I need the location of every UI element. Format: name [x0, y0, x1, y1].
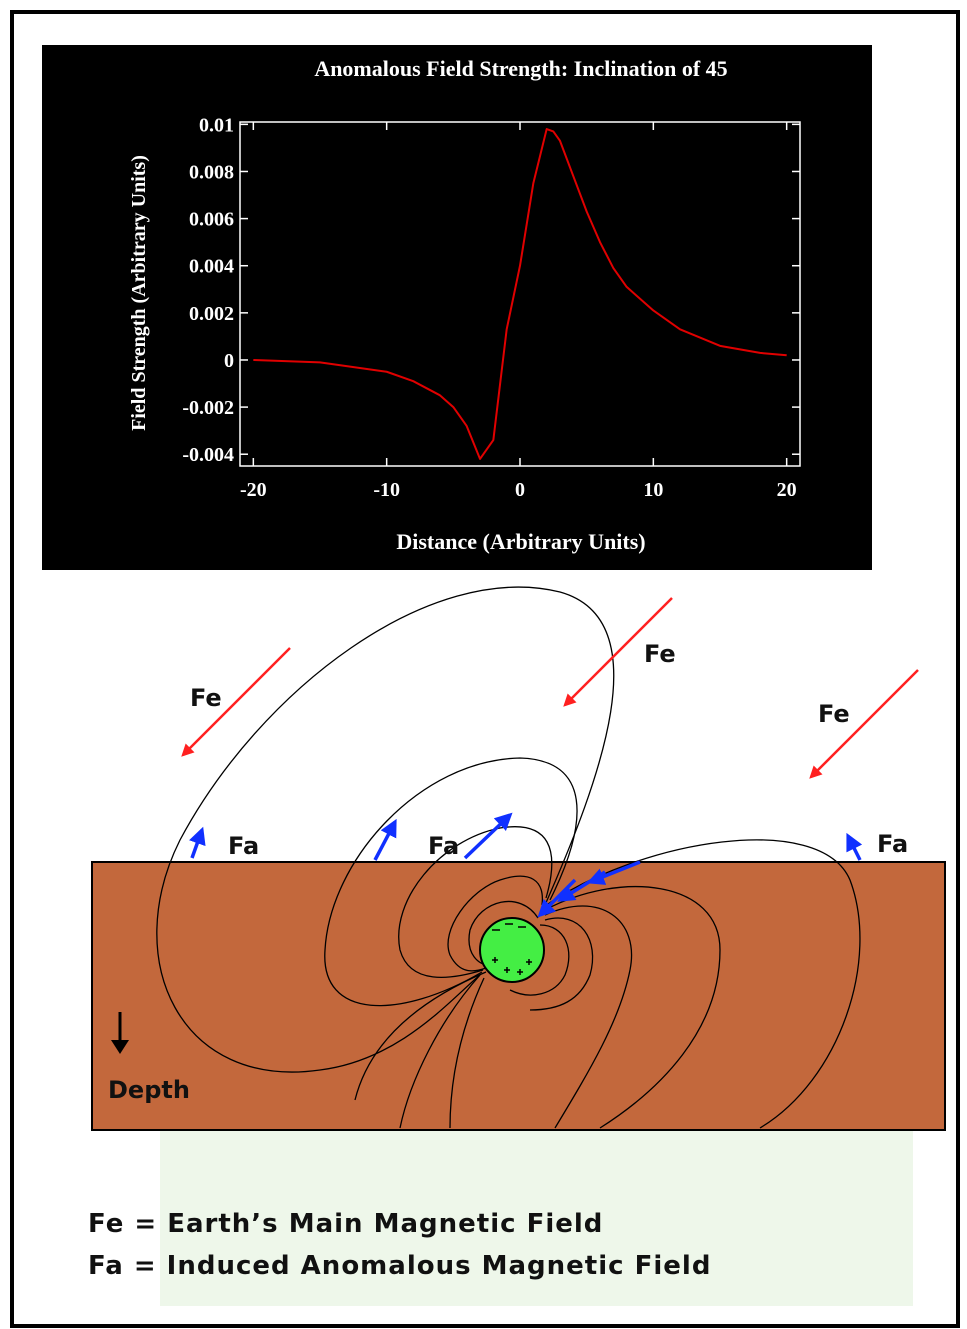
fe-label: Fe	[644, 640, 676, 668]
y-tick-label: 0.002	[189, 303, 234, 325]
data-line	[253, 128, 787, 460]
field-line	[398, 826, 553, 978]
y-tick-label: 0	[224, 350, 234, 372]
x-tick-label: 20	[777, 479, 797, 501]
fa-label: Fa	[877, 830, 908, 858]
legend-panel	[160, 1130, 913, 1306]
y-axis-label: Field Strength (Arbitrary Units)	[128, 155, 150, 431]
plot: 0.01 0.008 0.006 0.004 0.002 0 -0.002 -0.004 -20…	[182, 114, 801, 501]
legend-line: Fa = Induced Anomalous Magnetic Field	[88, 1251, 711, 1281]
fe-label: Fe	[190, 684, 222, 712]
field-line	[544, 905, 633, 1129]
charge-marks	[492, 923, 532, 975]
fe-label: Fe	[818, 700, 850, 728]
anomaly-body	[479, 917, 545, 983]
legend-line: Fe = Earth’s Main Magnetic Field	[88, 1209, 603, 1239]
field-line	[156, 586, 615, 1073]
field-line	[449, 977, 485, 1129]
x-tick-label: 10	[643, 479, 663, 501]
x-tick-label: -20	[240, 479, 267, 501]
x-tick-label: 0	[515, 479, 525, 501]
y-tick-label: -0.004	[182, 444, 234, 466]
y-tick-label: 0.008	[189, 161, 234, 183]
x-tick-label: -10	[373, 479, 400, 501]
fa-label: Fa	[428, 832, 459, 860]
x-axis-label: Distance (Arbitrary Units)	[396, 529, 645, 554]
field-line	[399, 974, 481, 1129]
ground	[91, 861, 946, 1131]
y-tick-label: -0.002	[182, 397, 234, 419]
depth-arrowhead	[111, 1040, 129, 1054]
earth-field-arrows	[181, 597, 919, 779]
fa-label: Fa	[228, 832, 259, 860]
y-tick-label: 0.006	[189, 209, 234, 231]
field-line	[544, 885, 721, 1129]
chart-panel	[42, 45, 872, 570]
field-line	[447, 875, 543, 972]
y-tick-label: 0.004	[189, 256, 234, 278]
anomaly-arrows	[189, 812, 863, 918]
depth-label: Depth	[108, 1076, 190, 1104]
field-line	[468, 901, 539, 966]
field-line	[509, 924, 570, 996]
y-tick-label: 0.01	[199, 114, 234, 136]
chart-title: Anomalous Field Strength: Inclination of…	[314, 56, 727, 81]
field-line	[544, 839, 861, 1129]
field-line	[354, 971, 487, 1101]
field-line	[529, 917, 594, 1011]
